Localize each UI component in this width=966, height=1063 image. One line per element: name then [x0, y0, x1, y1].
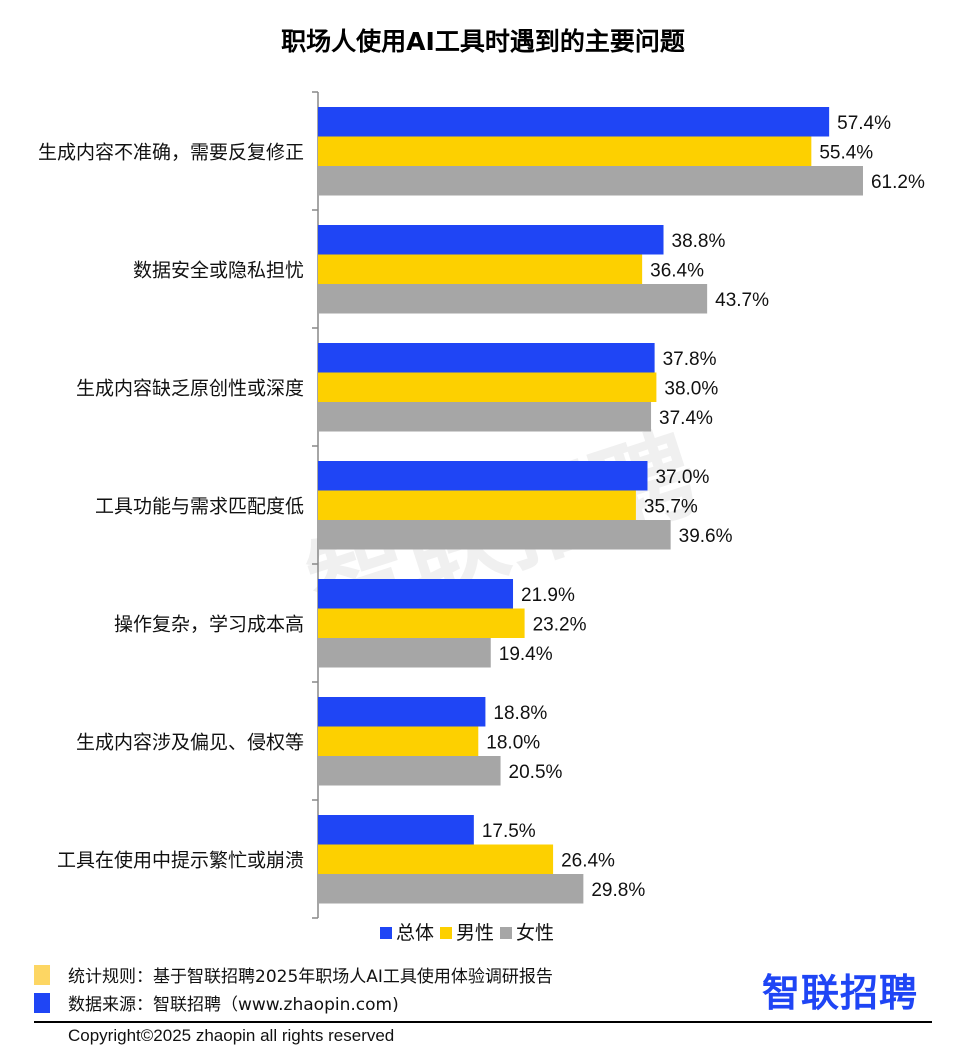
data-label: 19.4% — [499, 644, 553, 665]
bar — [318, 284, 708, 314]
rule-note: 统计规则：基于智联招聘2025年职场人AI工具使用体验调研报告 — [34, 962, 553, 987]
bar — [318, 638, 491, 668]
data-label: 23.2% — [533, 614, 587, 635]
bar — [318, 461, 648, 491]
data-label: 37.4% — [659, 408, 713, 429]
bar — [318, 874, 584, 904]
data-label: 37.8% — [663, 349, 717, 370]
data-label: 35.7% — [644, 496, 698, 517]
data-label: 26.4% — [561, 850, 615, 871]
data-label: 18.8% — [493, 703, 547, 724]
data-label: 17.5% — [482, 821, 536, 842]
legend-item-female: 女性 — [500, 918, 554, 945]
bar — [318, 402, 652, 432]
legend: 总体 男性 女性 — [380, 918, 554, 945]
category-label: 工具功能与需求匹配度低 — [95, 495, 304, 517]
data-label: 61.2% — [871, 172, 925, 193]
bar — [318, 579, 514, 609]
data-label: 55.4% — [819, 142, 873, 163]
data-label: 36.4% — [650, 260, 704, 281]
bar — [318, 136, 812, 166]
data-label: 57.4% — [837, 113, 891, 134]
bar — [318, 490, 636, 520]
legend-item-total: 总体 — [380, 918, 434, 945]
bar — [318, 608, 525, 638]
legend-item-male: 男性 — [440, 918, 494, 945]
bar — [318, 726, 479, 756]
bar — [318, 844, 554, 874]
footer-divider — [34, 1021, 932, 1023]
data-label: 18.0% — [486, 732, 540, 753]
data-label: 21.9% — [521, 585, 575, 606]
bar — [318, 107, 830, 137]
bar — [318, 815, 474, 845]
bar — [318, 166, 863, 196]
category-label: 生成内容涉及偏见、侵权等 — [76, 731, 304, 753]
bar — [318, 254, 643, 284]
category-label: 生成内容不准确，需要反复修正 — [38, 141, 304, 163]
bar — [318, 225, 664, 255]
bar-chart: 生成内容不准确，需要反复修正 57.4% 55.4% 61.2% 数据安全或隐私担忧 38… — [38, 91, 925, 919]
bar — [318, 343, 655, 373]
category-label: 操作复杂，学习成本高 — [114, 613, 304, 635]
data-label: 37.0% — [655, 467, 709, 488]
data-label: 38.0% — [664, 378, 718, 399]
bar — [318, 697, 486, 727]
data-label: 43.7% — [715, 290, 769, 311]
category-label: 数据安全或隐私担忧 — [133, 259, 304, 281]
copyright: Copyright©2025 zhaopin all rights reserv… — [68, 1026, 395, 1045]
zhaopin-logo: 智联招聘 — [762, 971, 919, 1015]
data-label: 29.8% — [591, 880, 645, 901]
chart-title: 职场人使用AI工具时遇到的主要问题 — [281, 27, 685, 56]
category-label: 生成内容缺乏原创性或深度 — [76, 377, 304, 399]
bar — [318, 372, 657, 402]
bar — [318, 520, 671, 550]
data-label: 38.8% — [672, 231, 726, 252]
source-note: 数据来源：智联招聘（www.zhaopin.com) — [34, 990, 399, 1015]
data-label: 39.6% — [679, 526, 733, 547]
category-label: 工具在使用中提示繁忙或崩溃 — [57, 849, 304, 871]
bar — [318, 756, 501, 786]
data-label: 20.5% — [509, 762, 563, 783]
